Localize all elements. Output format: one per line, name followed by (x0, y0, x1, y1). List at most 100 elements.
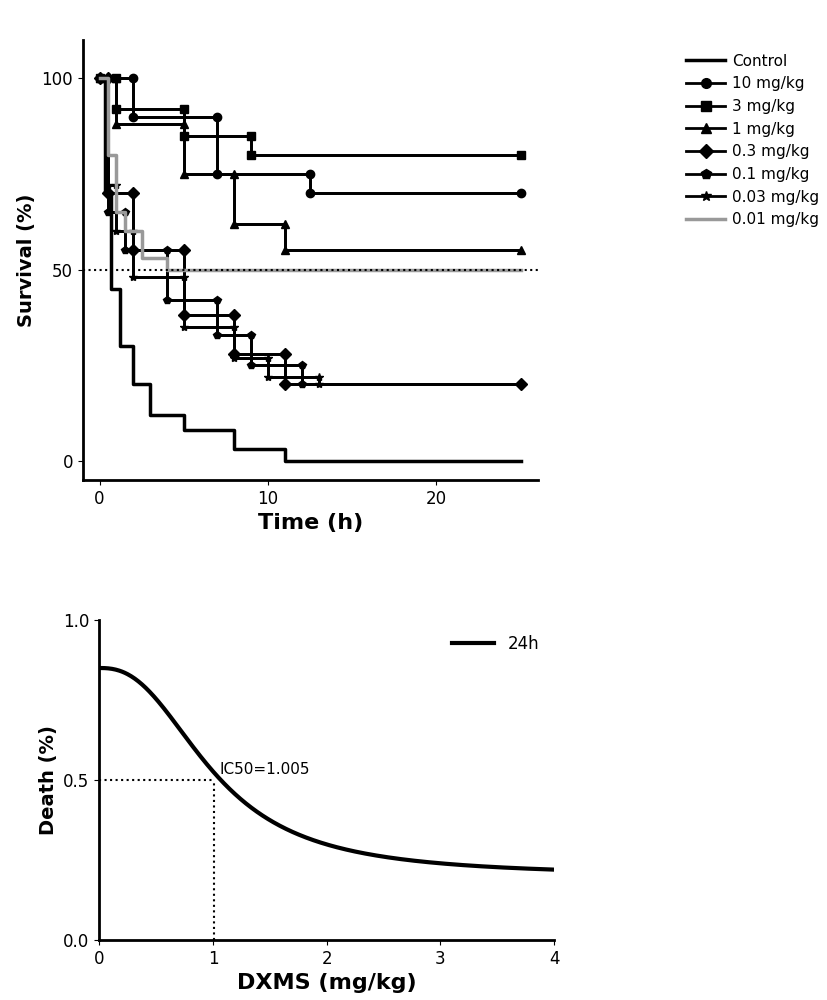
0.3 mg/kg (128, 187, 138, 199)
0.01 mg/kg (162, 252, 172, 264)
0.1 mg/kg (162, 294, 172, 306)
1 mg/kg (280, 244, 289, 256)
24h (94, 662, 104, 674)
0.1 mg/kg (120, 244, 130, 256)
Control (128, 378, 138, 390)
0.03 mg/kg (112, 225, 122, 237)
0.03 mg/kg (313, 378, 323, 390)
0.03 mg/kg (179, 271, 189, 283)
0.3 mg/kg (280, 348, 289, 360)
Line: 10 mg/kg: 10 mg/kg (95, 74, 525, 197)
0.1 mg/kg (94, 72, 104, 84)
Text: IC50=1.005: IC50=1.005 (219, 762, 309, 777)
0.01 mg/kg (94, 72, 104, 84)
1 mg/kg (516, 244, 526, 256)
0.3 mg/kg (128, 244, 138, 256)
1 mg/kg (229, 218, 239, 230)
3 mg/kg (516, 149, 526, 161)
0.01 mg/kg (120, 225, 130, 237)
0.1 mg/kg (516, 378, 526, 390)
0.3 mg/kg (94, 72, 104, 84)
0.03 mg/kg (313, 371, 323, 383)
3 mg/kg (94, 72, 104, 84)
0.3 mg/kg (229, 348, 239, 360)
3 mg/kg (112, 72, 122, 84)
0.1 mg/kg (103, 72, 113, 84)
0.1 mg/kg (297, 378, 307, 390)
3 mg/kg (246, 130, 256, 142)
Legend: Control, 10 mg/kg, 3 mg/kg, 1 mg/kg, 0.3 mg/kg, 0.1 mg/kg, 0.03 mg/kg, 0.01 mg/k: Control, 10 mg/kg, 3 mg/kg, 1 mg/kg, 0.3… (681, 48, 825, 233)
Control (99, 187, 109, 199)
Line: 0.01 mg/kg: 0.01 mg/kg (99, 78, 521, 270)
3 mg/kg (246, 149, 256, 161)
Control (94, 72, 104, 84)
0.01 mg/kg (136, 252, 146, 264)
10 mg/kg (305, 168, 315, 180)
10 mg/kg (94, 72, 104, 84)
1 mg/kg (179, 168, 189, 180)
10 mg/kg (213, 111, 222, 123)
0.1 mg/kg (103, 206, 113, 218)
10 mg/kg (213, 168, 222, 180)
0.3 mg/kg (179, 244, 189, 256)
Control (516, 455, 526, 467)
Control (145, 378, 155, 390)
0.03 mg/kg (229, 321, 239, 333)
Line: 0.1 mg/kg: 0.1 mg/kg (95, 74, 525, 389)
1 mg/kg (112, 118, 122, 130)
10 mg/kg (305, 187, 315, 199)
3 mg/kg (179, 130, 189, 142)
0.3 mg/kg (516, 378, 526, 390)
Control (280, 455, 289, 467)
1 mg/kg (280, 218, 289, 230)
10 mg/kg (128, 111, 138, 123)
Control (280, 443, 289, 455)
Control (128, 340, 138, 352)
0.03 mg/kg (263, 352, 273, 364)
0.01 mg/kg (162, 264, 172, 276)
0.1 mg/kg (246, 359, 256, 371)
0.1 mg/kg (120, 206, 130, 218)
Control (115, 340, 125, 352)
0.03 mg/kg (94, 72, 104, 84)
0.3 mg/kg (229, 309, 239, 321)
0.01 mg/kg (136, 225, 146, 237)
1 mg/kg (112, 72, 122, 84)
0.01 mg/kg (103, 72, 113, 84)
0.1 mg/kg (213, 329, 222, 341)
0.1 mg/kg (213, 294, 222, 306)
Control (229, 443, 239, 455)
10 mg/kg (516, 187, 526, 199)
Y-axis label: Death (%): Death (%) (39, 725, 58, 835)
0.3 mg/kg (103, 187, 113, 199)
10 mg/kg (128, 72, 138, 84)
0.1 mg/kg (246, 329, 256, 341)
Line: 1 mg/kg: 1 mg/kg (95, 74, 525, 255)
0.3 mg/kg (280, 378, 289, 390)
Line: 24h: 24h (99, 668, 554, 870)
0.03 mg/kg (112, 179, 122, 191)
Legend: 24h: 24h (446, 628, 546, 660)
Control (115, 283, 125, 295)
0.03 mg/kg (263, 371, 273, 383)
0.01 mg/kg (516, 264, 526, 276)
Control (179, 409, 189, 421)
0.1 mg/kg (162, 244, 172, 256)
0.01 mg/kg (120, 206, 130, 218)
Line: 3 mg/kg: 3 mg/kg (95, 74, 525, 159)
X-axis label: Time (h): Time (h) (257, 513, 363, 533)
0.01 mg/kg (103, 149, 113, 161)
Control (145, 409, 155, 421)
24h (549, 864, 559, 876)
0.3 mg/kg (179, 309, 189, 321)
24h (310, 835, 320, 847)
24h (365, 848, 375, 860)
0.03 mg/kg (128, 225, 138, 237)
24h (538, 863, 548, 875)
Line: Control: Control (99, 78, 521, 461)
1 mg/kg (94, 72, 104, 84)
Control (107, 283, 117, 295)
3 mg/kg (112, 103, 122, 115)
Control (99, 72, 109, 84)
24h (467, 860, 477, 872)
